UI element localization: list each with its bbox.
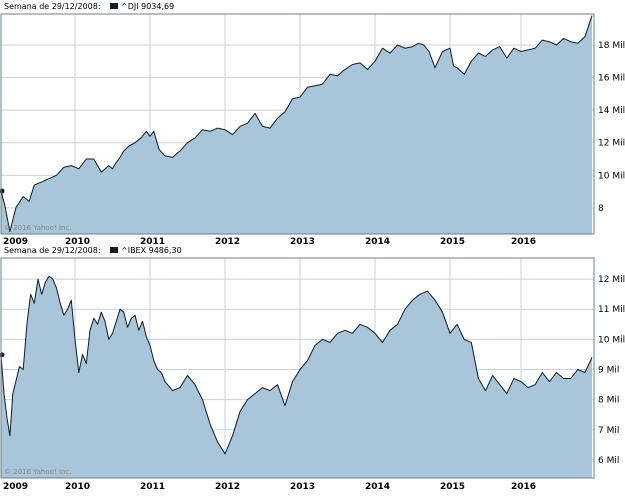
series-line: [0, 15, 593, 233]
legend-swatch: [110, 247, 118, 253]
y-tick-label: 12 Mil: [598, 275, 625, 285]
x-tick-label: 2009: [3, 237, 28, 247]
x-tick-label: 2013: [290, 237, 315, 247]
chart-header: Semana de 29/12/2008:: [4, 246, 101, 255]
y-tick-label: 11 Mil: [598, 305, 625, 315]
y-tick-label: 10 Mil: [598, 171, 625, 181]
x-tick-label: 2011: [140, 237, 165, 247]
y-tick-label: 10 Mil: [598, 335, 625, 345]
x-tick-label: 2012: [215, 237, 240, 247]
x-tick-label: 2011: [140, 482, 165, 492]
series-line: [0, 275, 593, 455]
x-tick-label: 2013: [290, 482, 315, 492]
x-tick-label: 2016: [511, 237, 536, 247]
y-tick-label: 7 Mil: [598, 426, 619, 436]
x-tick-label: 2016: [511, 482, 536, 492]
chart-panel-1: 8 10 Mil 12 Mil 14 Mil 16 Mil 18 Mil 2009 2010 2…: [0, 2, 625, 247]
y-tick-label: 14 Mil: [598, 106, 625, 116]
x-tick-label: 2009: [3, 482, 28, 492]
y-tick-label: 12 Mil: [598, 139, 625, 149]
plot-frame: [0, 257, 595, 479]
y-tick-label: 8 Mil: [598, 396, 619, 406]
x-tick-label: 2014: [365, 482, 390, 492]
series-area: [1, 276, 592, 478]
series-area: [1, 15, 592, 234]
y-tick-label: 6 Mil: [598, 456, 619, 466]
x-tick-label: 2015: [440, 237, 465, 247]
x-tick-label: 2010: [65, 237, 90, 247]
chart-panel-2: 6 Mil 7 Mil 8 Mil 9 Mil 10 Mil 11 Mil 12 Mil 20…: [0, 246, 625, 492]
x-tick-label: 2012: [215, 482, 240, 492]
legend-label: ^IBEX 9486,30: [121, 246, 182, 255]
copyright-text: © 2016 Yahoo! Inc.: [4, 468, 71, 476]
legend-label: ^DJI 9034,69: [121, 2, 174, 11]
y-tick-label: 18 Mil: [598, 41, 625, 51]
y-tick-label: 9 Mil: [598, 366, 619, 376]
x-tick-label: 2014: [365, 237, 390, 247]
x-tick-label: 2010: [65, 482, 90, 492]
copyright-text: © 2016 Yahoo! Inc.: [4, 224, 71, 232]
plot-frame: [0, 13, 595, 235]
chart-header: Semana de 29/12/2008:: [4, 2, 101, 11]
y-tick-label: 8: [598, 204, 604, 214]
x-tick-label: 2015: [440, 482, 465, 492]
legend-swatch: [110, 3, 118, 9]
y-tick-label: 16 Mil: [598, 74, 625, 84]
